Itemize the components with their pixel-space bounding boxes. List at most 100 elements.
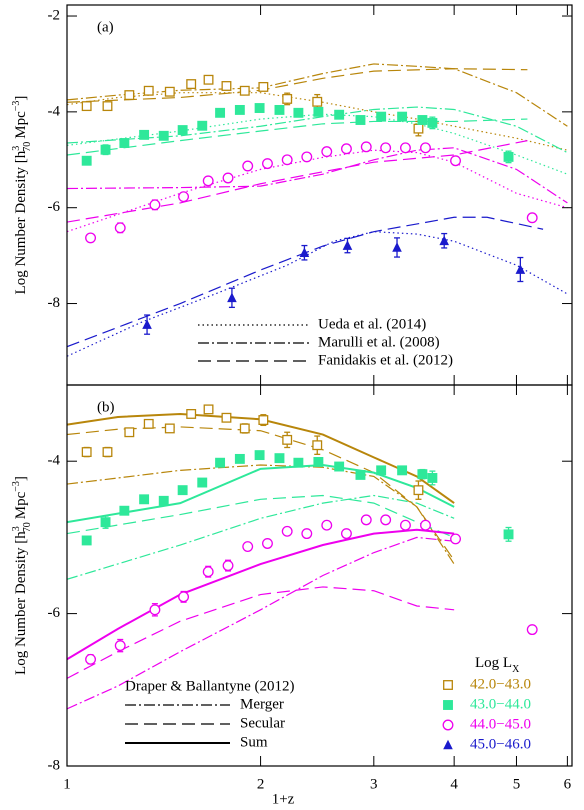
panel-label: (b) xyxy=(97,399,115,415)
y-label-part: −3 xyxy=(11,101,22,112)
legend-label: Ueda et al. (2014) xyxy=(318,316,426,332)
marker xyxy=(258,81,269,92)
y-label-part: ] xyxy=(13,96,29,101)
x-tick-label: 4 xyxy=(450,776,458,792)
y-label-part: Mpc xyxy=(13,111,29,139)
marker xyxy=(227,292,237,303)
marker xyxy=(186,409,197,419)
marker xyxy=(420,142,431,154)
marker xyxy=(342,240,353,250)
marker xyxy=(417,115,428,125)
marker xyxy=(203,404,214,415)
marker xyxy=(203,74,214,85)
marker xyxy=(439,235,450,246)
model-curve xyxy=(67,147,568,204)
legend-label: Fanidakis et al. (2012) xyxy=(318,352,453,368)
marker xyxy=(102,447,113,458)
marker xyxy=(526,624,538,636)
model-curve xyxy=(67,426,455,561)
marker xyxy=(215,107,226,118)
marker xyxy=(221,81,232,91)
marker xyxy=(515,264,526,274)
marker xyxy=(197,477,208,488)
marker xyxy=(158,130,169,141)
marker xyxy=(450,533,461,545)
y-tick-label: -6 xyxy=(48,199,61,215)
x-tick-label: 3 xyxy=(370,776,378,792)
marker xyxy=(239,423,250,434)
marker xyxy=(400,142,411,154)
y-axis-label: Log Number Density [h370 Mpc−3] xyxy=(11,96,33,295)
marker xyxy=(254,450,265,461)
marker xyxy=(312,440,323,451)
marker xyxy=(239,85,250,96)
marker xyxy=(262,158,273,170)
model-curve xyxy=(67,118,528,156)
y-label-part: Log Number Density [h xyxy=(13,150,29,294)
marker xyxy=(142,319,152,329)
y-tick-label: -4 xyxy=(48,103,61,119)
legend-label: 43.0−44.0 xyxy=(470,696,531,712)
legend-label: 44.0−45.0 xyxy=(470,716,531,732)
marker xyxy=(81,155,92,166)
legend-label: 45.0−46.0 xyxy=(470,736,531,752)
marker xyxy=(149,199,161,211)
y-label-part: 70 xyxy=(22,142,33,152)
marker xyxy=(222,172,234,184)
marker xyxy=(85,232,97,244)
marker xyxy=(164,86,175,97)
legend-label: Sum xyxy=(240,734,268,750)
marker xyxy=(124,427,135,438)
x-tick-label: 2 xyxy=(257,776,265,792)
marker xyxy=(197,120,208,131)
marker xyxy=(301,151,313,163)
marker xyxy=(321,519,333,531)
model-curve xyxy=(67,113,568,175)
y-tick-label: -4 xyxy=(48,453,61,469)
marker xyxy=(262,538,273,549)
marker xyxy=(119,138,130,148)
marker xyxy=(301,528,313,540)
model-curve xyxy=(67,149,568,233)
model-curve xyxy=(67,586,455,679)
marker xyxy=(376,465,387,476)
marker xyxy=(321,146,333,158)
marker xyxy=(139,494,150,505)
y-tick-label: -8 xyxy=(48,757,61,773)
marker xyxy=(164,423,175,434)
marker xyxy=(149,604,161,616)
marker xyxy=(340,143,352,155)
marker xyxy=(503,151,514,162)
marker xyxy=(177,485,188,496)
y-label-part: ] xyxy=(13,476,29,481)
legend-title: Log LX xyxy=(475,655,520,674)
marker xyxy=(81,447,92,458)
marker xyxy=(355,115,366,125)
marker xyxy=(355,469,366,480)
legend-label: 42.0−43.0 xyxy=(470,676,531,692)
plot-area xyxy=(67,405,536,710)
marker xyxy=(143,85,154,96)
marker xyxy=(242,160,254,172)
marker xyxy=(186,79,197,90)
marker xyxy=(100,144,111,155)
legend-title-part: Log L xyxy=(475,655,512,671)
marker xyxy=(413,123,424,134)
legend-label: Merger xyxy=(240,696,284,712)
marker xyxy=(254,103,265,113)
y-axis-label: Log Number Density [h370 Mpc−3] xyxy=(11,476,33,675)
panel-label: (a) xyxy=(97,19,114,35)
marker xyxy=(417,469,428,480)
legend-marker xyxy=(442,719,454,731)
marker xyxy=(221,412,232,423)
marker xyxy=(234,104,245,115)
marker xyxy=(281,525,293,537)
y-tick-label: -8 xyxy=(48,295,61,311)
marker xyxy=(397,465,408,476)
marker xyxy=(81,101,92,112)
y-label-part: 70 xyxy=(22,522,33,532)
marker xyxy=(139,129,150,140)
marker xyxy=(334,109,345,120)
legend-marker xyxy=(443,739,453,750)
